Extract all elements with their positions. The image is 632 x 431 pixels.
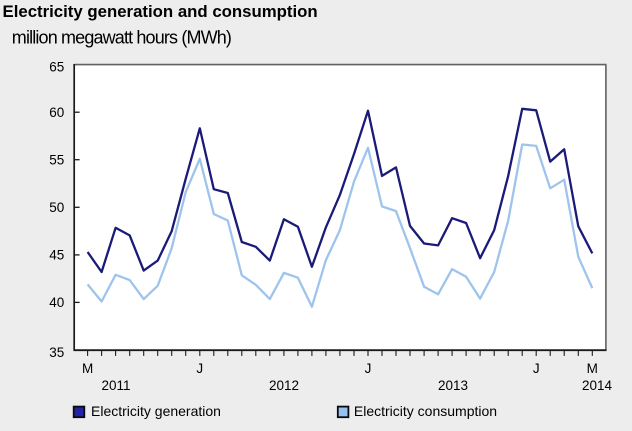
svg-text:Electricity generation: Electricity generation (91, 403, 221, 419)
svg-text:45: 45 (49, 248, 64, 263)
svg-text:60: 60 (49, 105, 64, 120)
svg-text:50: 50 (49, 200, 64, 215)
svg-text:55: 55 (49, 152, 64, 167)
svg-text:Electricity generation and con: Electricity generation and consumption (3, 2, 318, 21)
svg-text:million megawatt hours (MWh): million megawatt hours (MWh) (12, 28, 231, 48)
svg-text:M: M (82, 361, 93, 376)
svg-text:35: 35 (49, 345, 64, 360)
svg-text:J: J (533, 361, 540, 376)
svg-text:J: J (365, 361, 372, 376)
svg-text:2013: 2013 (438, 378, 468, 393)
svg-text:2011: 2011 (101, 378, 130, 393)
svg-text:J: J (196, 361, 203, 376)
svg-text:Electricity consumption: Electricity consumption (354, 403, 497, 419)
svg-text:40: 40 (49, 295, 64, 310)
svg-text:M: M (587, 361, 598, 376)
svg-text:65: 65 (49, 60, 64, 75)
svg-text:2012: 2012 (269, 378, 299, 393)
svg-text:2014: 2014 (582, 378, 613, 393)
